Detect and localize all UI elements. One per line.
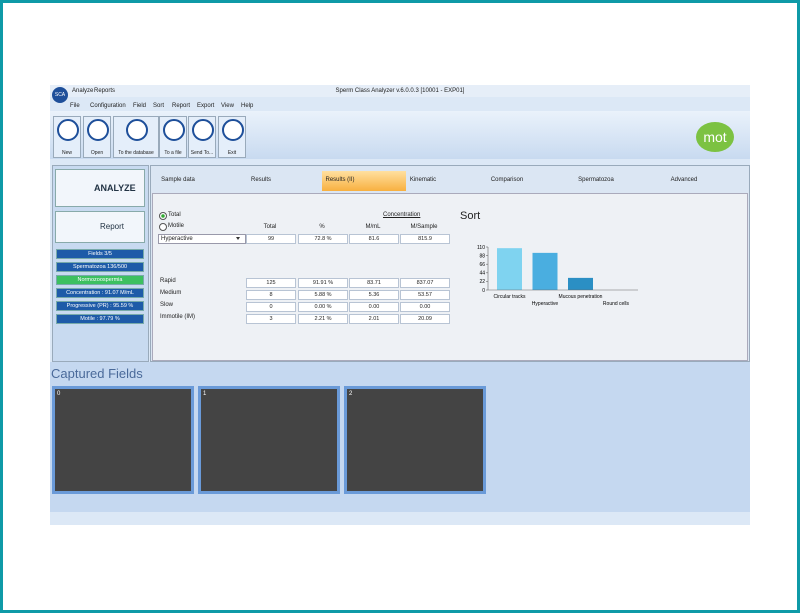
tab[interactable]: Comparison [490,177,524,183]
logo[interactable]: SCA [52,87,68,103]
field-index: 1 [203,391,207,397]
result-cell: 815.9 [400,234,450,244]
ribbon-label: Exit [227,150,237,156]
result-cell: 53.57 [400,290,450,300]
bar [532,252,558,290]
menu-item[interactable]: Field [133,103,147,109]
ribbon-icon [126,119,148,141]
menu-item[interactable]: Export [197,103,215,109]
tab[interactable]: Results [250,177,271,183]
ribbon-icon [192,119,214,141]
report-button[interactable]: Report [55,211,145,243]
captured-title: Captured Fields [51,366,143,381]
ribbon-label: Open [90,150,104,156]
radio[interactable] [159,212,167,220]
doc-tab[interactable]: Reports [94,88,116,94]
captured-field[interactable] [198,386,340,494]
status-bar: Spermatozoa 136/500 [56,262,144,272]
tab[interactable]: Advanced [670,177,698,183]
result-cell: 99 [246,234,296,244]
y-tick-label: 0 [482,288,485,294]
result-cell: 83.71 [349,278,399,288]
result-cell: 72.8 % [298,234,348,244]
x-tick-label: Round cells [603,301,630,307]
ribbon-label: Send To... [190,150,214,156]
dropdown[interactable]: Hyperactive [158,234,246,244]
menu-item[interactable]: Configuration [90,103,126,109]
result-cell: 5.36 [349,290,399,300]
x-tick-label: Circular tracks [494,294,526,300]
column-group: Concentration [383,212,421,218]
result-cell: 2.01 [349,314,399,324]
bar [497,248,522,290]
radio-label: Motile [168,223,185,229]
field-index: 2 [349,391,353,397]
column-header: Total [263,224,277,230]
status-fill [57,276,143,284]
row-label: Slow [160,302,174,308]
y-tick-label: 66 [479,262,485,268]
tab[interactable]: Results (II) [325,177,355,183]
result-cell: 3 [246,314,296,324]
ribbon-icon [87,119,109,141]
result-cell: 2.21 % [298,314,348,324]
analyze-button[interactable]: ANALYZE [55,169,145,207]
status-bar: Progressive (PR) : 95.59 % [56,301,144,311]
result-cell: 837.07 [400,278,450,288]
result-cell: 0.00 % [298,302,348,312]
bar [568,277,593,290]
badge: mot [696,122,734,152]
status-bar: Concentration : 91.07 M/mL [56,288,144,298]
menu-item[interactable]: File [70,103,80,109]
ribbon-label: New [61,150,72,156]
result-cell: 20.09 [400,314,450,324]
column-header: M/mL [365,224,381,230]
row-label: Rapid [160,278,176,284]
y-tick-label: 110 [477,245,485,251]
tab[interactable]: Kinematic [409,177,437,183]
result-cell: 8 [246,290,296,300]
radio-label: Total [168,212,181,218]
result-cell: 81.6 [349,234,399,244]
ribbon-icon [163,119,185,141]
ribbon-icon [57,119,79,141]
menu-item[interactable]: Report [172,103,191,109]
radio[interactable] [159,223,167,231]
captured-field[interactable] [344,386,486,494]
menu-item[interactable]: Sort [153,103,165,109]
doc-tab[interactable]: Analyze [72,88,94,94]
x-tick-label: Mucous penetration [559,294,603,300]
result-cell: 125 [246,278,296,288]
window-title: Sperm Class Analyzer v.6.0.0.3 [10001 - … [335,88,465,94]
chart-title: Sort [460,210,481,222]
status-bar: Fields 3/5 [56,249,144,259]
menu-item[interactable]: View [221,103,234,109]
column-header: % [319,224,325,230]
sort-chart: 0 22 44 66 88 110 Circular tracks HyperactiveMu… [477,245,638,307]
field-index: 0 [57,391,61,397]
y-tick-label: 22 [479,279,485,285]
dropdown-arrow [236,237,240,242]
result-cell: 0.00 [349,302,399,312]
ribbon-label: To the database [118,150,154,156]
column-header: M/Sample [410,224,438,230]
status-bar: Normozoospermia [56,275,144,285]
tab[interactable]: Spermatozoa [578,177,614,183]
captured-field[interactable] [52,386,194,494]
result-cell: 91.91 % [298,278,348,288]
row-label: Immotile (IM) [160,314,195,320]
status-bar: Motile : 97.79 % [56,314,144,324]
result-cell: 0 [246,302,296,312]
y-tick-label: 44 [479,271,485,277]
ribbon-label: To a file [164,150,182,156]
x-tick-label: Hyperactive [532,301,559,307]
result-cell: 5.88 % [298,290,348,300]
row-label: Medium [160,290,182,296]
result-cell: 0.00 [400,302,450,312]
y-tick-label: 88 [479,253,485,259]
ribbon-icon [222,119,244,141]
menu-item[interactable]: Help [241,103,254,109]
tab[interactable]: Sample data [161,177,195,183]
